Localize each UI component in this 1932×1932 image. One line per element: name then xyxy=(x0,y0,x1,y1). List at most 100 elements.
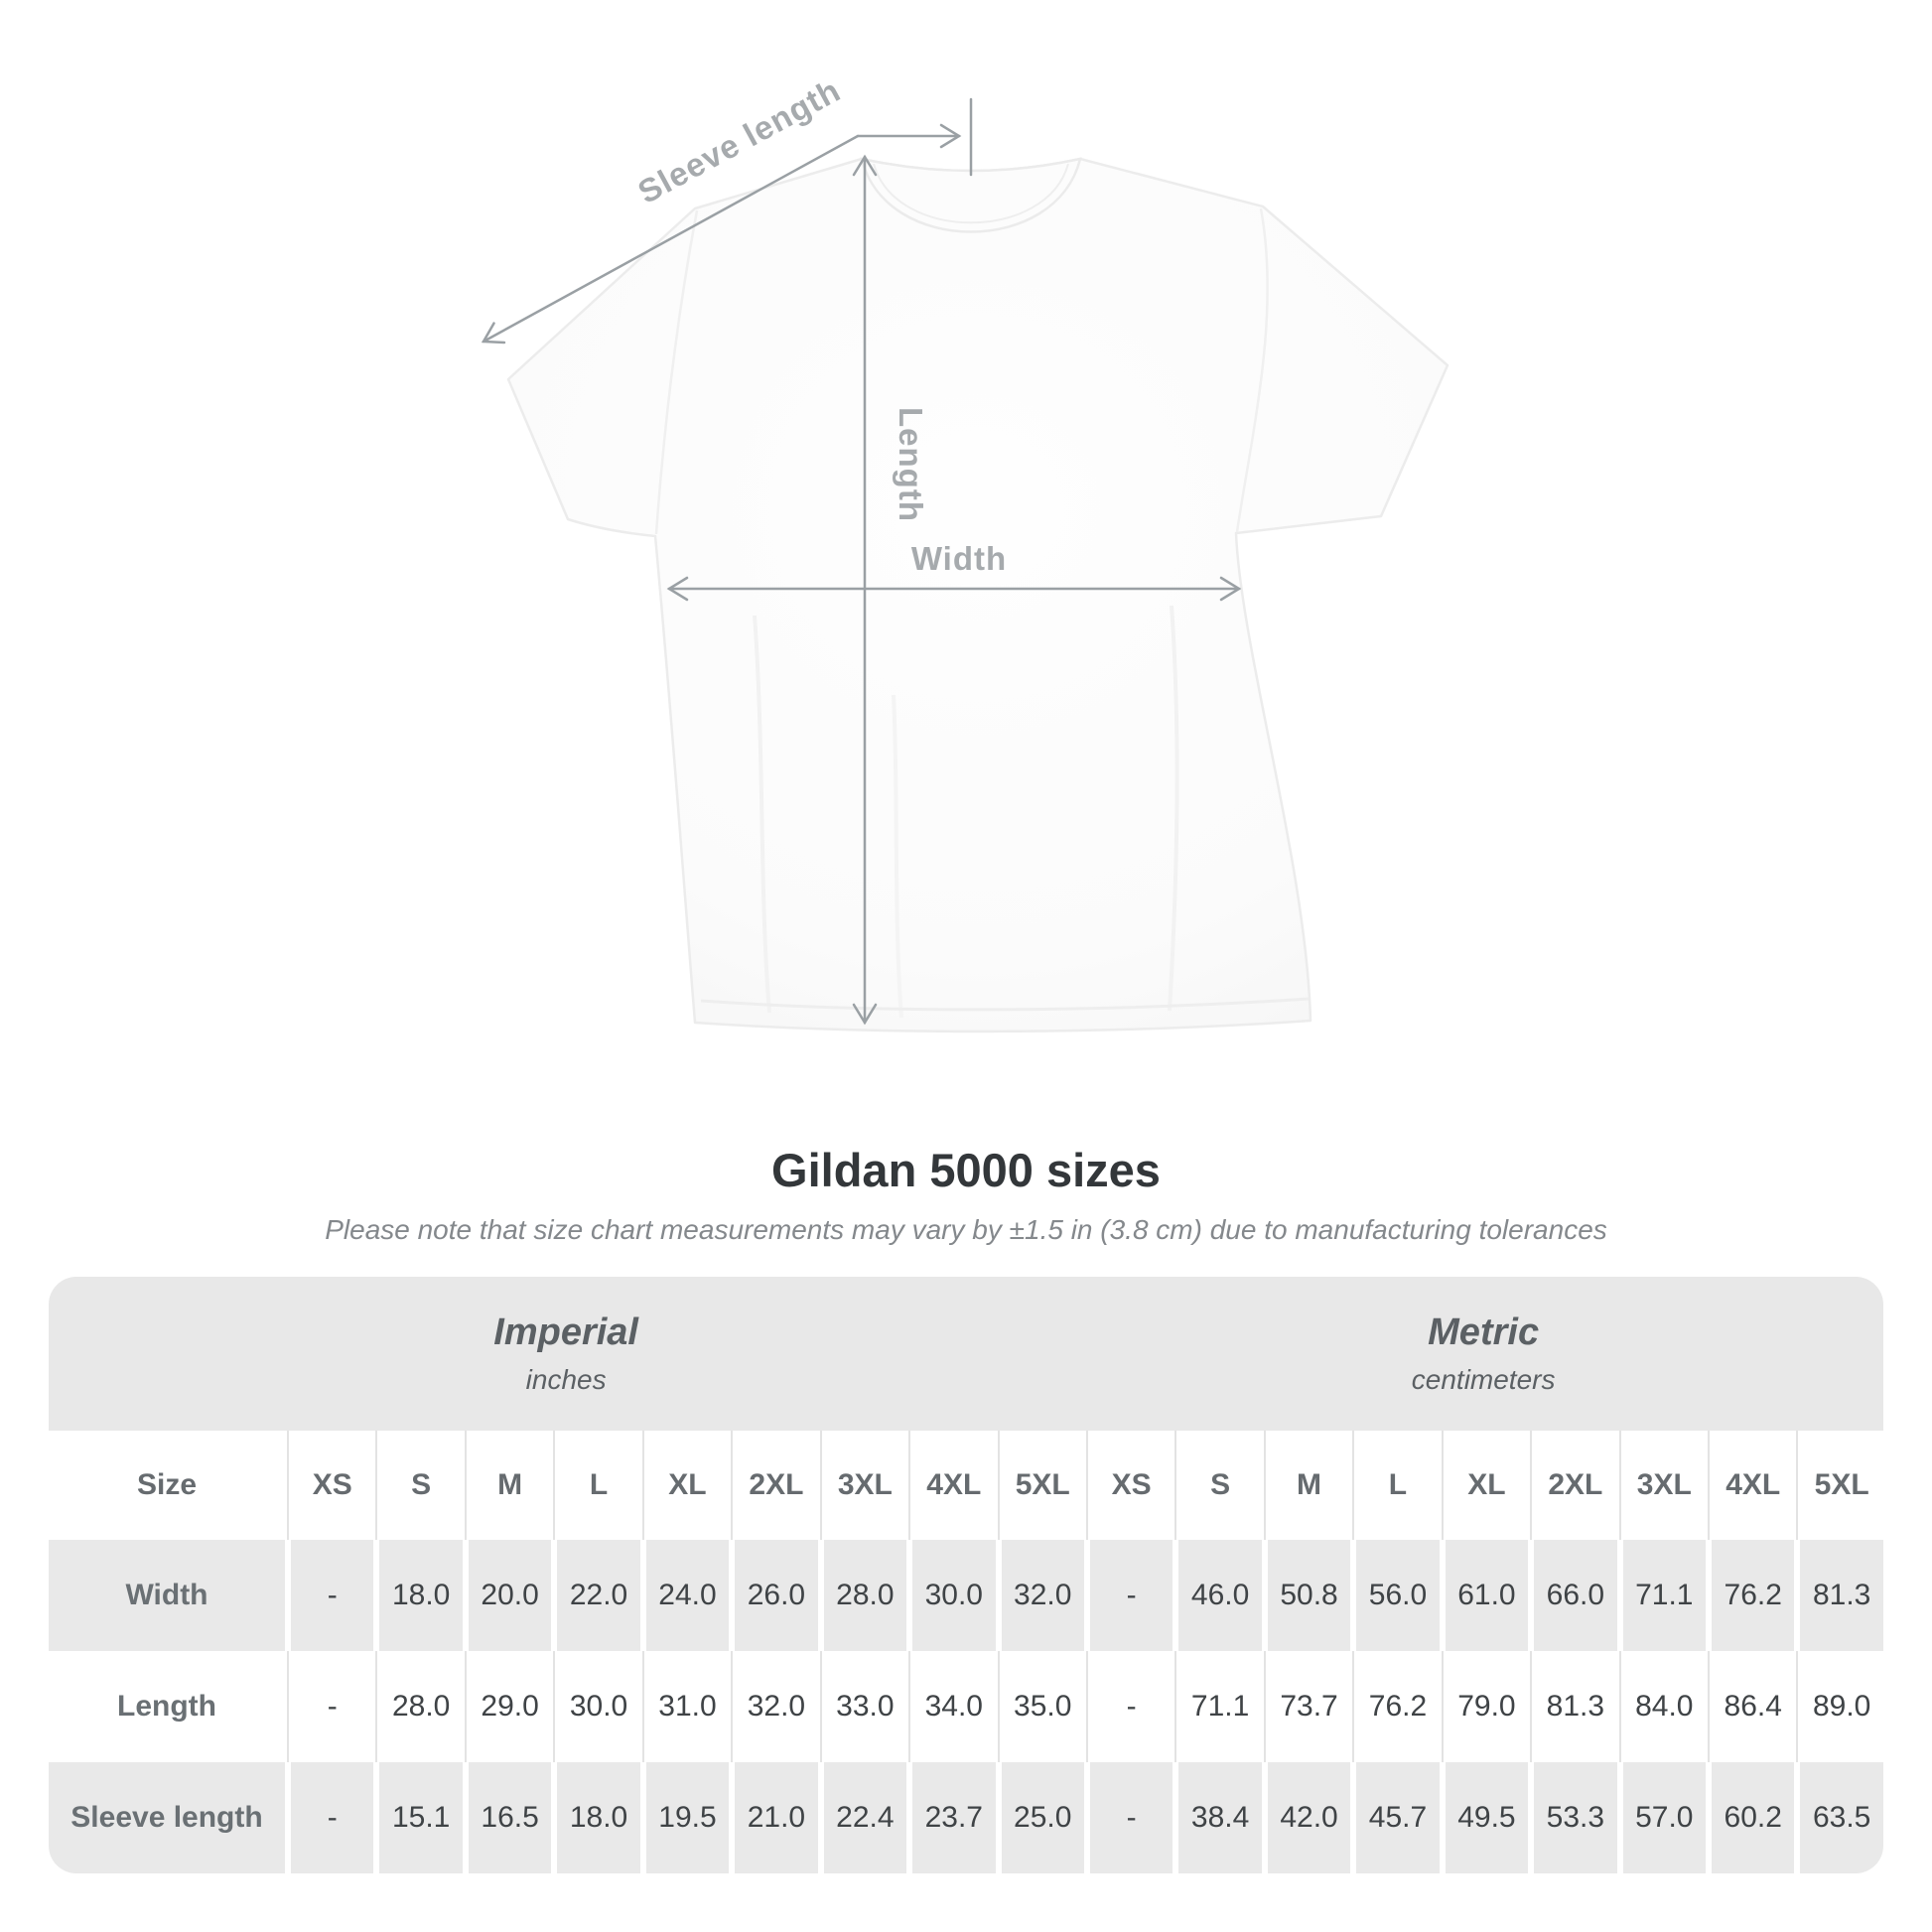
arrowhead-right-icon xyxy=(1219,576,1242,602)
right-sleeve-seam xyxy=(1235,207,1269,533)
width-label: Width xyxy=(911,540,1007,577)
measurement-cell: 24.0 xyxy=(645,1540,730,1651)
measurement-cell: 22.4 xyxy=(823,1762,907,1873)
measurement-cell: 84.0 xyxy=(1618,1651,1706,1762)
row-label: Sleeve length xyxy=(49,1762,285,1873)
measurement-cell: 25.0 xyxy=(1001,1762,1084,1873)
measurement-annotations xyxy=(481,97,1242,1026)
measurement-cell: 18.0 xyxy=(557,1762,640,1873)
length-row: Length - 28.0 29.0 30.0 31.0 32.0 33.0 3… xyxy=(49,1651,1883,1762)
measurement-cell: 21.0 xyxy=(735,1762,818,1873)
collar xyxy=(860,157,1082,233)
size-col-header: 2XL xyxy=(731,1431,817,1540)
measurement-cell: 26.0 xyxy=(735,1540,818,1651)
measurement-cell: 61.0 xyxy=(1445,1540,1529,1651)
size-col-header: L xyxy=(553,1431,639,1540)
wrinkle xyxy=(753,615,771,1014)
collar-ribbing xyxy=(873,163,1069,224)
measurement-cell: 33.0 xyxy=(819,1651,906,1762)
tshirt-illustration xyxy=(506,157,1449,1034)
measurement-cell: 71.1 xyxy=(1622,1540,1706,1651)
metric-section-title: Metric xyxy=(1428,1311,1540,1353)
measurement-cell: 50.8 xyxy=(1267,1540,1351,1651)
arrowhead-diagonal-icon xyxy=(481,322,506,345)
size-col-header: 3XL xyxy=(1618,1431,1706,1540)
measurement-cell: 23.7 xyxy=(912,1762,996,1873)
size-col-header: L xyxy=(1352,1431,1439,1540)
wrinkle xyxy=(892,694,903,1019)
measurement-cell: - xyxy=(286,1651,373,1762)
measurement-cell: 38.4 xyxy=(1178,1762,1262,1873)
measurement-cell: 28.0 xyxy=(823,1540,907,1651)
measurement-cell: 20.0 xyxy=(468,1540,552,1651)
measurement-cell: 57.0 xyxy=(1622,1762,1706,1873)
tshirt-body xyxy=(506,157,1449,1034)
row-label: Length xyxy=(117,1690,216,1723)
size-col-header: 4XL xyxy=(1707,1431,1794,1540)
size-col-header: M xyxy=(464,1431,551,1540)
row-label: Width xyxy=(49,1540,285,1651)
measurement-cell: 19.5 xyxy=(645,1762,730,1873)
size-col-header: XL xyxy=(1441,1431,1528,1540)
measurement-cell: - xyxy=(1089,1762,1173,1873)
size-col-header: 2XL xyxy=(1530,1431,1616,1540)
size-col-header: XS xyxy=(286,1431,373,1540)
measurement-cell: 73.7 xyxy=(1263,1651,1350,1762)
measurement-cell: 81.3 xyxy=(1530,1651,1616,1762)
arrowhead-down-icon xyxy=(852,1003,878,1026)
measurement-cell: 63.5 xyxy=(1800,1762,1883,1873)
imperial-section-unit: inches xyxy=(525,1364,607,1395)
page-title: Gildan 5000 sizes xyxy=(771,1144,1161,1196)
measurement-cell: - xyxy=(1089,1540,1173,1651)
measurement-cell: 76.2 xyxy=(1352,1651,1439,1762)
measurement-cell: 18.0 xyxy=(379,1540,463,1651)
size-col-header: 4XL xyxy=(908,1431,995,1540)
measurement-cell: 45.7 xyxy=(1356,1762,1440,1873)
measurement-cell: 53.3 xyxy=(1534,1762,1617,1873)
size-col-header: S xyxy=(1174,1431,1261,1540)
size-col-header: XL xyxy=(641,1431,729,1540)
size-col-header: 5XL xyxy=(997,1431,1084,1540)
measurement-cell: 76.2 xyxy=(1712,1540,1795,1651)
measurement-cell: 66.0 xyxy=(1534,1540,1617,1651)
imperial-section-header: Imperial inches xyxy=(49,1277,1083,1431)
measurement-cell: 46.0 xyxy=(1178,1540,1262,1651)
measurement-cell: 86.4 xyxy=(1707,1651,1794,1762)
measurement-cell: 89.0 xyxy=(1796,1651,1882,1762)
sleeve-length-diagonal-line xyxy=(482,134,860,344)
metric-section-unit: centimeters xyxy=(1411,1364,1556,1395)
measurement-cell: 22.0 xyxy=(557,1540,640,1651)
measurement-cell: 56.0 xyxy=(1356,1540,1440,1651)
measurement-cell: 81.3 xyxy=(1800,1540,1883,1651)
measurement-cell: 15.1 xyxy=(379,1762,463,1873)
measurement-cell: 28.0 xyxy=(375,1651,462,1762)
size-col-header: 5XL xyxy=(1796,1431,1882,1540)
size-col-header: 3XL xyxy=(819,1431,906,1540)
measurement-cell: 30.0 xyxy=(553,1651,639,1762)
measurement-cell: - xyxy=(291,1762,374,1873)
width-row: Width - 18.0 20.0 22.0 24.0 26.0 28.0 30… xyxy=(49,1540,1883,1651)
measurement-cell: 16.5 xyxy=(468,1762,552,1873)
wrinkle xyxy=(1168,605,1179,1012)
tshirt-diagram-svg: Sleeve length Length Width xyxy=(481,71,1449,1034)
measurement-cell: 71.1 xyxy=(1174,1651,1261,1762)
measurement-cell: 31.0 xyxy=(641,1651,729,1762)
measurement-cell: 42.0 xyxy=(1267,1762,1351,1873)
size-col-header: M xyxy=(1263,1431,1350,1540)
hem-stitch xyxy=(700,997,1310,1012)
measurement-cell: - xyxy=(1085,1651,1173,1762)
sleeve-length-row: Sleeve length - 15.1 16.5 18.0 19.5 21.0… xyxy=(49,1762,1883,1873)
metric-section-header: Metric centimeters xyxy=(1083,1277,1883,1431)
measurement-cell: 30.0 xyxy=(912,1540,996,1651)
measurement-cell: 60.2 xyxy=(1712,1762,1795,1873)
measurement-cell: 32.0 xyxy=(1001,1540,1084,1651)
arrowhead-up-icon xyxy=(852,154,878,177)
imperial-section-title: Imperial xyxy=(493,1311,638,1353)
size-col-header: S xyxy=(375,1431,462,1540)
measurement-cell: 29.0 xyxy=(464,1651,551,1762)
measurement-cell: - xyxy=(291,1540,374,1651)
unit-header-band: Imperial inches Metric centimeters xyxy=(49,1277,1883,1431)
left-sleeve-seam xyxy=(654,209,699,535)
tshirt-diagram: Sleeve length Length Width xyxy=(481,71,1449,1034)
